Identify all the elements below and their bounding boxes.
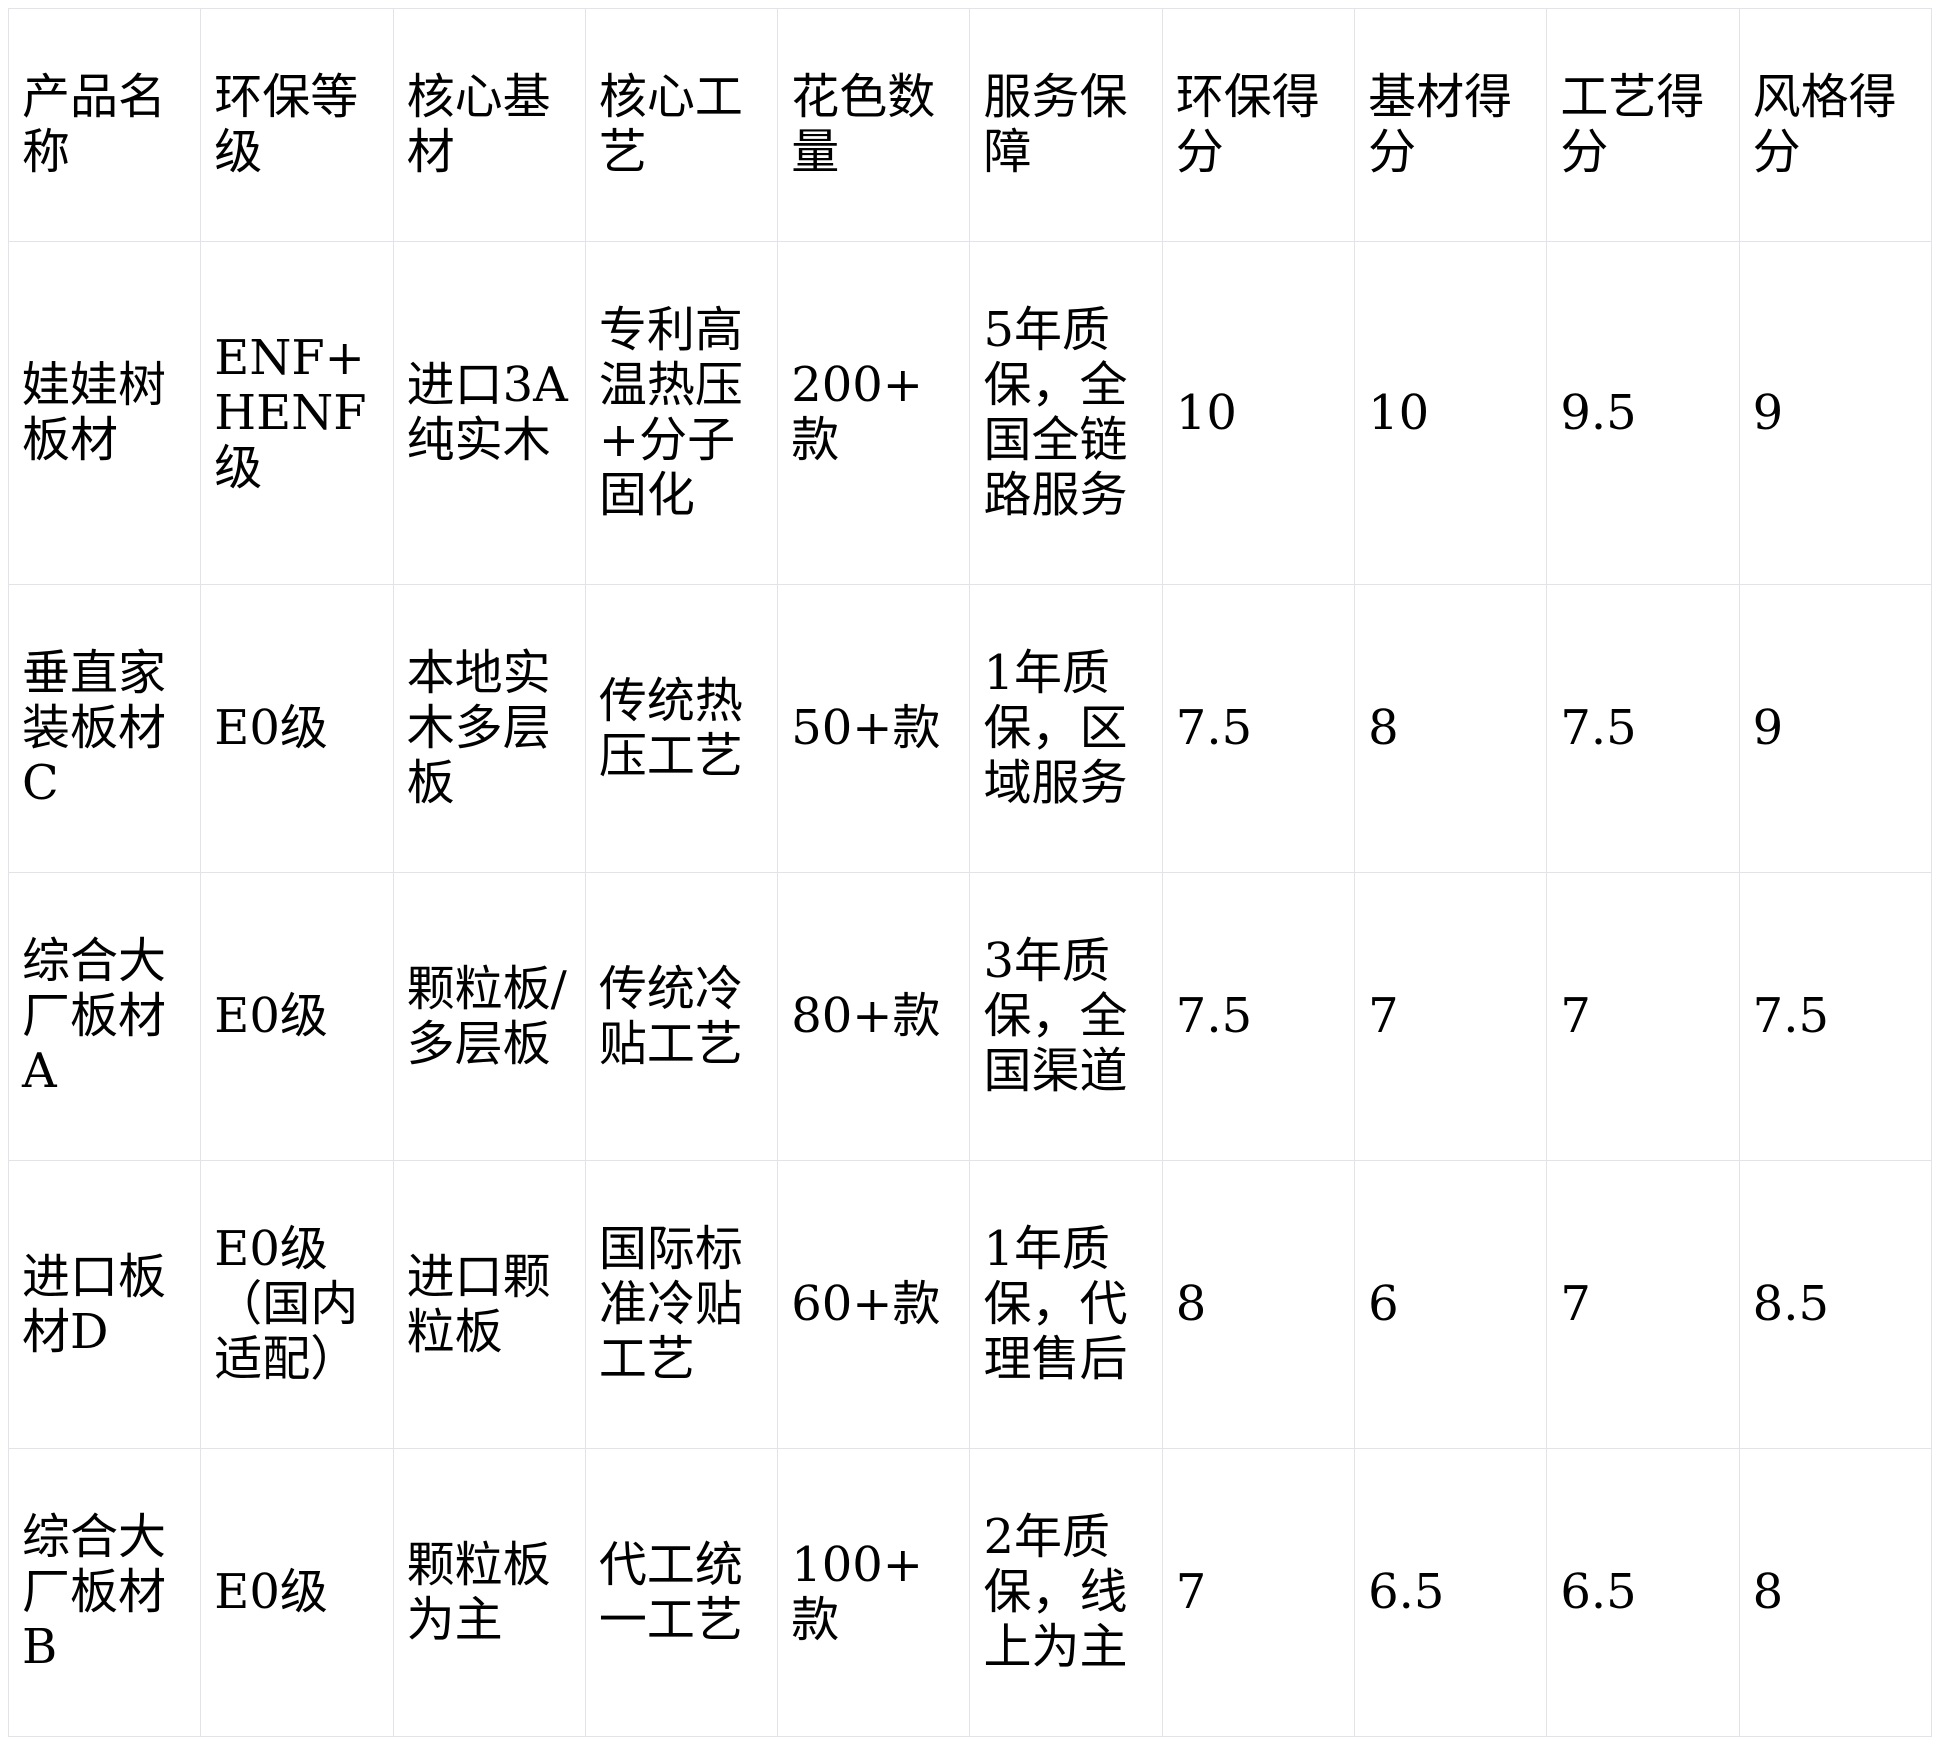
table-cell: 进口颗粒板 <box>392 1160 586 1449</box>
table-cell: 9 <box>1738 241 1933 585</box>
product-comparison-table: 产品名称 环保等级 核心基材 核心工艺 花色数量 服务保障 环保得分 基材得分 工艺得分 风格得分… <box>7 8 1933 1737</box>
table-cell: 综合大厂板材B <box>7 1448 202 1737</box>
table-cell: 娃娃树板材 <box>7 241 202 585</box>
header-cell: 环保得分 <box>1161 8 1356 242</box>
table-cell: 1年质保，区域服务 <box>969 584 1163 873</box>
table-row: 综合大厂板材B E0级 颗粒板为主 代工统一工艺 100+款 2年质保，线上为主 7 6.5 6… <box>7 1448 1933 1737</box>
header-cell: 核心工艺 <box>584 8 779 242</box>
table-row: 进口板材D E0级（国内适配） 进口颗粒板 国际标准冷贴工艺 60+款 1年质保，代理售后… <box>7 1160 1933 1449</box>
table-cell: 代工统一工艺 <box>584 1448 779 1737</box>
table-cell: 8 <box>1738 1448 1933 1737</box>
table-cell: 7.5 <box>1161 872 1356 1161</box>
header-cell: 工艺得分 <box>1546 8 1740 242</box>
table-cell: 颗粒板/多层板 <box>392 872 586 1161</box>
table-cell: 7.5 <box>1161 584 1356 873</box>
table-cell: 7 <box>1354 872 1548 1161</box>
table-cell: 8.5 <box>1738 1160 1933 1449</box>
table-cell: 垂直家装板材C <box>7 584 202 873</box>
table-cell: 3年质保，全国渠道 <box>969 872 1163 1161</box>
table-cell: E0级 <box>200 1448 394 1737</box>
table-cell: 10 <box>1161 241 1356 585</box>
table-cell: 10 <box>1354 241 1548 585</box>
table-cell: 200+款 <box>777 241 971 585</box>
table-cell: 传统热压工艺 <box>584 584 779 873</box>
table-cell: 9 <box>1738 584 1933 873</box>
table-cell: 综合大厂板材A <box>7 872 202 1161</box>
header-cell: 基材得分 <box>1354 8 1548 242</box>
table-row: 娃娃树板材 ENF+HENF级 进口3A纯实木 专利高温热压+分子固化 200+款 5年质… <box>7 241 1933 585</box>
header-cell: 服务保障 <box>969 8 1163 242</box>
table-cell: 专利高温热压+分子固化 <box>584 241 779 585</box>
table-cell: 50+款 <box>777 584 971 873</box>
table-body: 娃娃树板材 ENF+HENF级 进口3A纯实木 专利高温热压+分子固化 200+款 5年质… <box>7 241 1933 1737</box>
table-cell: 8 <box>1161 1160 1356 1449</box>
table-cell: E0级（国内适配） <box>200 1160 394 1449</box>
header-cell: 环保等级 <box>200 8 394 242</box>
table-cell: 颗粒板为主 <box>392 1448 586 1737</box>
table-row: 综合大厂板材A E0级 颗粒板/多层板 传统冷贴工艺 80+款 3年质保，全国渠道 7.5 7… <box>7 872 1933 1161</box>
header-cell: 风格得分 <box>1738 8 1933 242</box>
table-cell: 7 <box>1546 1160 1740 1449</box>
table-cell: 100+款 <box>777 1448 971 1737</box>
table-cell: E0级 <box>200 584 394 873</box>
header-cell: 核心基材 <box>392 8 586 242</box>
table-cell: 6 <box>1354 1160 1548 1449</box>
table-cell: 7.5 <box>1738 872 1933 1161</box>
table-row: 垂直家装板材C E0级 本地实木多层板 传统热压工艺 50+款 1年质保，区域服务 7.5 8… <box>7 584 1933 873</box>
table-cell: 国际标准冷贴工艺 <box>584 1160 779 1449</box>
table-cell: 7.5 <box>1546 584 1740 873</box>
table-cell: 进口板材D <box>7 1160 202 1449</box>
header-row: 产品名称 环保等级 核心基材 核心工艺 花色数量 服务保障 环保得分 基材得分 工艺得分 风格得分 <box>7 8 1933 242</box>
table-cell: 80+款 <box>777 872 971 1161</box>
table-cell: ENF+HENF级 <box>200 241 394 585</box>
table-cell: 6.5 <box>1354 1448 1548 1737</box>
table-cell: 7 <box>1161 1448 1356 1737</box>
table-cell: 60+款 <box>777 1160 971 1449</box>
table-cell: 9.5 <box>1546 241 1740 585</box>
table-cell: 7 <box>1546 872 1740 1161</box>
header-cell: 花色数量 <box>777 8 971 242</box>
table-cell: 进口3A纯实木 <box>392 241 586 585</box>
table-cell: 5年质保，全国全链路服务 <box>969 241 1163 585</box>
table-cell: 本地实木多层板 <box>392 584 586 873</box>
table-cell: 6.5 <box>1546 1448 1740 1737</box>
header-cell: 产品名称 <box>7 8 202 242</box>
table-cell: 8 <box>1354 584 1548 873</box>
table-cell: 传统冷贴工艺 <box>584 872 779 1161</box>
table-cell: 2年质保，线上为主 <box>969 1448 1163 1737</box>
table-cell: E0级 <box>200 872 394 1161</box>
table-cell: 1年质保，代理售后 <box>969 1160 1163 1449</box>
